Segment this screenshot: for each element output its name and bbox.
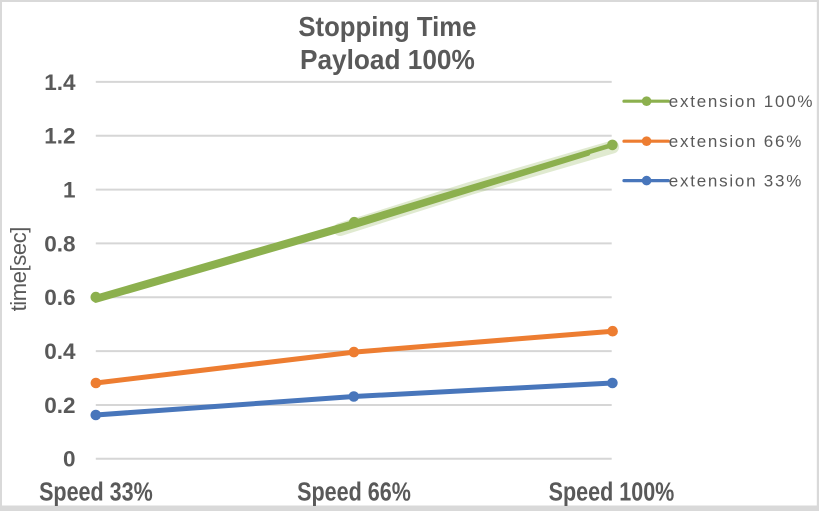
svg-text:1.2: 1.2 [44, 124, 75, 149]
svg-text:extension 66%: extension 66% [669, 132, 803, 151]
svg-text:0.2: 0.2 [44, 393, 75, 418]
svg-text:Speed 66%: Speed 66% [297, 478, 411, 507]
svg-text:0.4: 0.4 [44, 339, 76, 364]
svg-text:Speed 33%: Speed 33% [39, 478, 153, 507]
svg-text:0.8: 0.8 [44, 231, 75, 256]
svg-text:Speed 100%: Speed 100% [549, 478, 675, 507]
svg-text:0.6: 0.6 [44, 285, 75, 310]
svg-text:extension 33%: extension 33% [669, 172, 803, 191]
svg-text:Payload 100%: Payload 100% [300, 44, 475, 75]
svg-text:time[sec]: time[sec] [6, 227, 31, 311]
svg-text:Stopping Time: Stopping Time [298, 11, 476, 42]
svg-text:1.4: 1.4 [44, 70, 76, 95]
svg-text:1: 1 [63, 178, 76, 203]
svg-text:extension 100%: extension 100% [669, 92, 814, 111]
svg-text:0: 0 [63, 447, 76, 472]
